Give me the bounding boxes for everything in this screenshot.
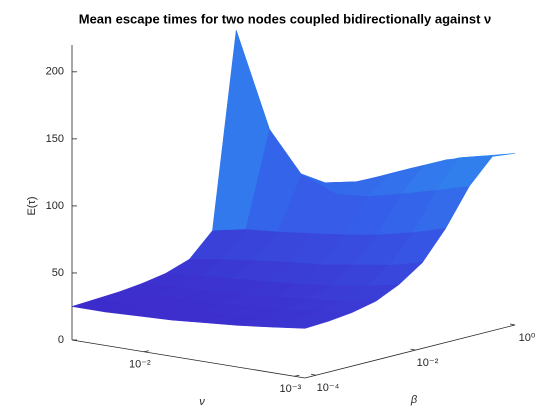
x-axis-label: ν [199, 396, 205, 408]
z-axis-label: E(τ) [26, 196, 38, 215]
z-tick-label: 150 [46, 133, 64, 145]
x-tick [143, 350, 149, 353]
z-tick-label: 0 [58, 334, 64, 346]
chart-title: Mean escape times for two nodes coupled … [79, 11, 492, 26]
axis-line [71, 339, 306, 379]
y-tick-label: 10⁻² [417, 357, 439, 369]
y-tick [410, 348, 416, 351]
axis-line [304, 324, 516, 379]
z-tick-label: 100 [46, 200, 64, 212]
x-tick-label: 10⁻² [129, 359, 151, 371]
y-tick-label: 10⁻⁴ [317, 382, 340, 394]
surface-cell [272, 319, 330, 329]
x-tick [294, 374, 300, 377]
x-tick-label: 10⁻³ [280, 383, 302, 395]
z-tick-label: 200 [46, 66, 64, 78]
y-tick [509, 323, 516, 326]
y-axis-label: β [410, 394, 418, 406]
y-tick [310, 373, 317, 376]
y-tick-label: 10⁰ [519, 332, 536, 344]
z-tick-label: 50 [52, 267, 64, 279]
